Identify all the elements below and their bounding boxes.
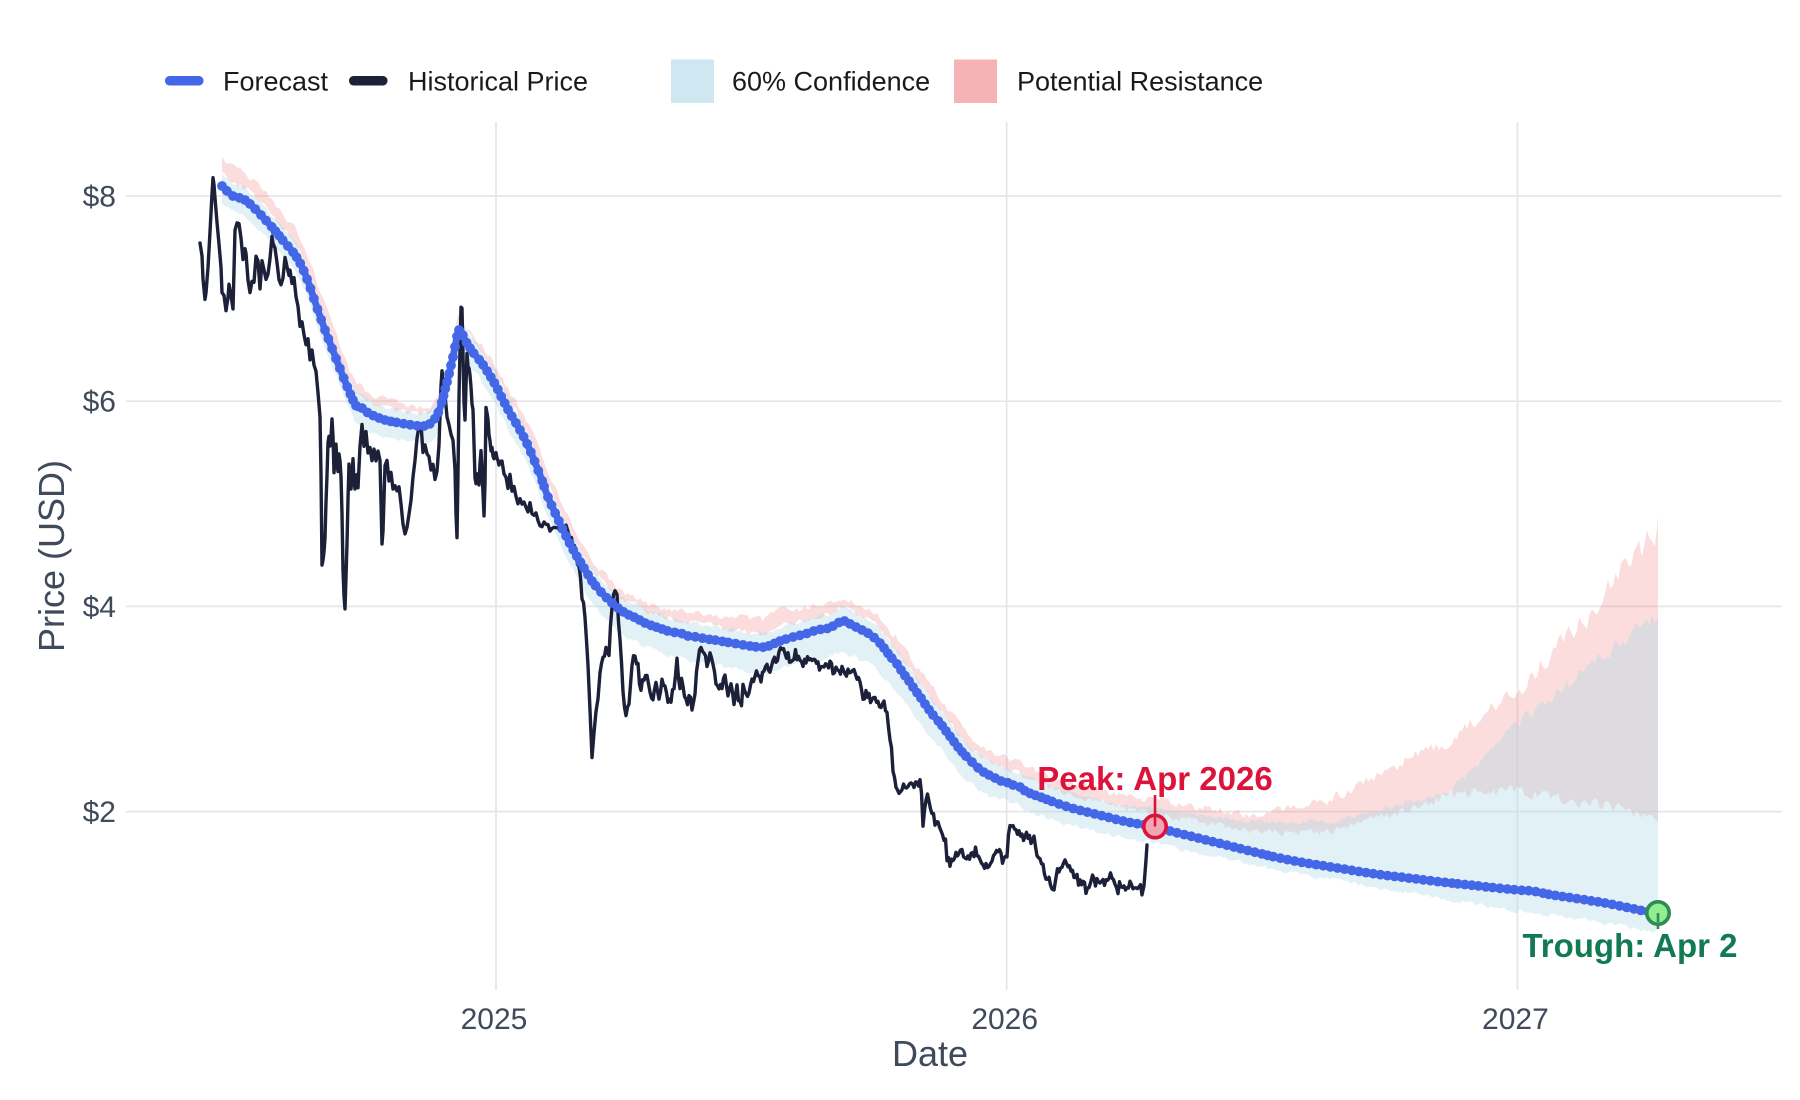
svg-text:Date: Date xyxy=(892,1033,968,1074)
svg-text:$6: $6 xyxy=(83,386,116,419)
svg-text:2025: 2025 xyxy=(461,1003,528,1036)
svg-text:Potential Resistance: Potential Resistance xyxy=(1017,67,1263,97)
svg-text:2026: 2026 xyxy=(971,1003,1038,1036)
svg-text:60% Confidence: 60% Confidence xyxy=(732,67,930,97)
svg-text:2027: 2027 xyxy=(1482,1003,1549,1036)
svg-text:$2: $2 xyxy=(83,796,116,829)
svg-text:$4: $4 xyxy=(83,591,116,624)
svg-text:Historical Price: Historical Price xyxy=(408,67,588,97)
svg-text:Price (USD): Price (USD) xyxy=(31,460,72,652)
svg-text:Peak: Apr 2026: Peak: Apr 2026 xyxy=(1037,760,1272,797)
svg-text:Forecast: Forecast xyxy=(223,67,329,97)
svg-text:Trough: Apr 2: Trough: Apr 2 xyxy=(1522,927,1737,964)
svg-text:$8: $8 xyxy=(83,181,116,214)
